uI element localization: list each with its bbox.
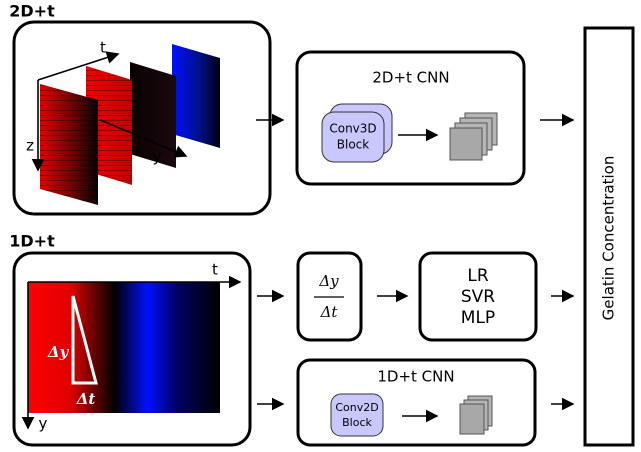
- axis-label: t: [212, 261, 218, 279]
- block-label: Block: [342, 416, 372, 429]
- delta-label: Δt: [76, 390, 96, 408]
- output-label: Gelatin Concentration: [600, 156, 618, 321]
- ratio-denominator: Δt: [320, 303, 339, 321]
- axis-label: y: [153, 148, 162, 166]
- ratio-numerator: Δy: [318, 272, 339, 290]
- axis-label: z: [26, 137, 34, 155]
- slice: [172, 44, 220, 148]
- diagram: 2D+t t z y 2D+t CNN Conv3D Block Gelatin…: [0, 0, 641, 452]
- box-title: 2D+t CNN: [372, 69, 449, 87]
- model-label: SVR: [461, 287, 495, 307]
- panel-label: 1D+t: [9, 232, 55, 251]
- box-title: 1D+t CNN: [377, 368, 454, 386]
- model-label: LR: [467, 266, 488, 286]
- slice-texture: [40, 84, 98, 205]
- block-label: Conv2D: [335, 401, 378, 414]
- delta-label: Δy: [47, 343, 70, 361]
- feature-stack: [460, 396, 492, 434]
- axis-label: y: [39, 415, 48, 433]
- axis-label: t: [100, 39, 106, 57]
- block-label: Block: [337, 138, 370, 152]
- block-label: Conv3D: [329, 122, 376, 136]
- model-label: MLP: [461, 308, 495, 328]
- panel-label: 2D+t: [9, 2, 55, 21]
